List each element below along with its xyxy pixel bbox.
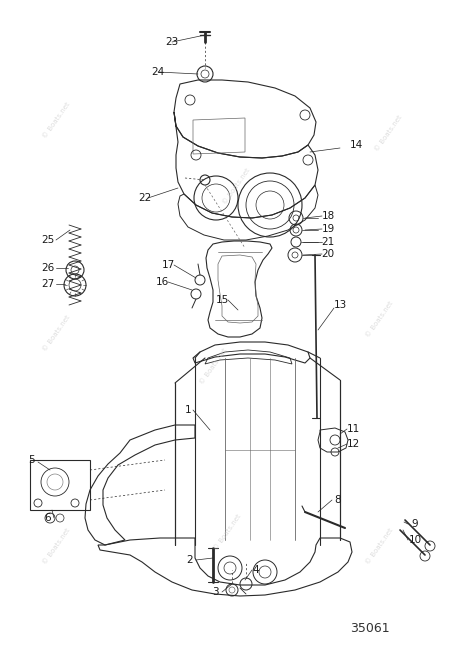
Text: 5: 5 xyxy=(29,455,35,465)
Text: © Boats.net: © Boats.net xyxy=(365,527,394,565)
Text: 19: 19 xyxy=(321,224,335,234)
Text: 14: 14 xyxy=(349,140,363,150)
Text: 26: 26 xyxy=(41,263,55,273)
Text: 1: 1 xyxy=(185,405,191,415)
Text: 35061: 35061 xyxy=(350,621,390,635)
Text: 16: 16 xyxy=(155,277,169,287)
Text: © Boats.net: © Boats.net xyxy=(222,167,252,206)
Text: 2: 2 xyxy=(187,555,193,565)
Text: 6: 6 xyxy=(45,513,51,523)
Text: 23: 23 xyxy=(165,37,179,47)
Text: 18: 18 xyxy=(321,211,335,221)
Text: 20: 20 xyxy=(321,249,335,259)
Text: 21: 21 xyxy=(321,237,335,247)
Text: 10: 10 xyxy=(409,535,421,545)
Text: 8: 8 xyxy=(335,495,341,505)
Text: 3: 3 xyxy=(212,587,219,597)
Text: 27: 27 xyxy=(41,279,55,289)
Text: 24: 24 xyxy=(151,67,164,77)
Text: © Boats.net: © Boats.net xyxy=(365,300,394,339)
Text: © Boats.net: © Boats.net xyxy=(42,314,72,352)
Text: 9: 9 xyxy=(412,519,419,529)
Text: 17: 17 xyxy=(161,260,174,270)
Text: 22: 22 xyxy=(138,193,152,203)
Text: 15: 15 xyxy=(215,295,228,305)
Text: 12: 12 xyxy=(346,439,360,449)
Text: 13: 13 xyxy=(333,300,346,310)
Text: © Boats.net: © Boats.net xyxy=(213,513,242,552)
Text: © Boats.net: © Boats.net xyxy=(199,347,228,386)
Text: 11: 11 xyxy=(346,424,360,434)
Text: © Boats.net: © Boats.net xyxy=(42,527,72,565)
Text: 25: 25 xyxy=(41,235,55,245)
Text: 4: 4 xyxy=(253,565,259,575)
Text: © Boats.net: © Boats.net xyxy=(374,114,403,153)
Text: © Boats.net: © Boats.net xyxy=(42,101,72,139)
